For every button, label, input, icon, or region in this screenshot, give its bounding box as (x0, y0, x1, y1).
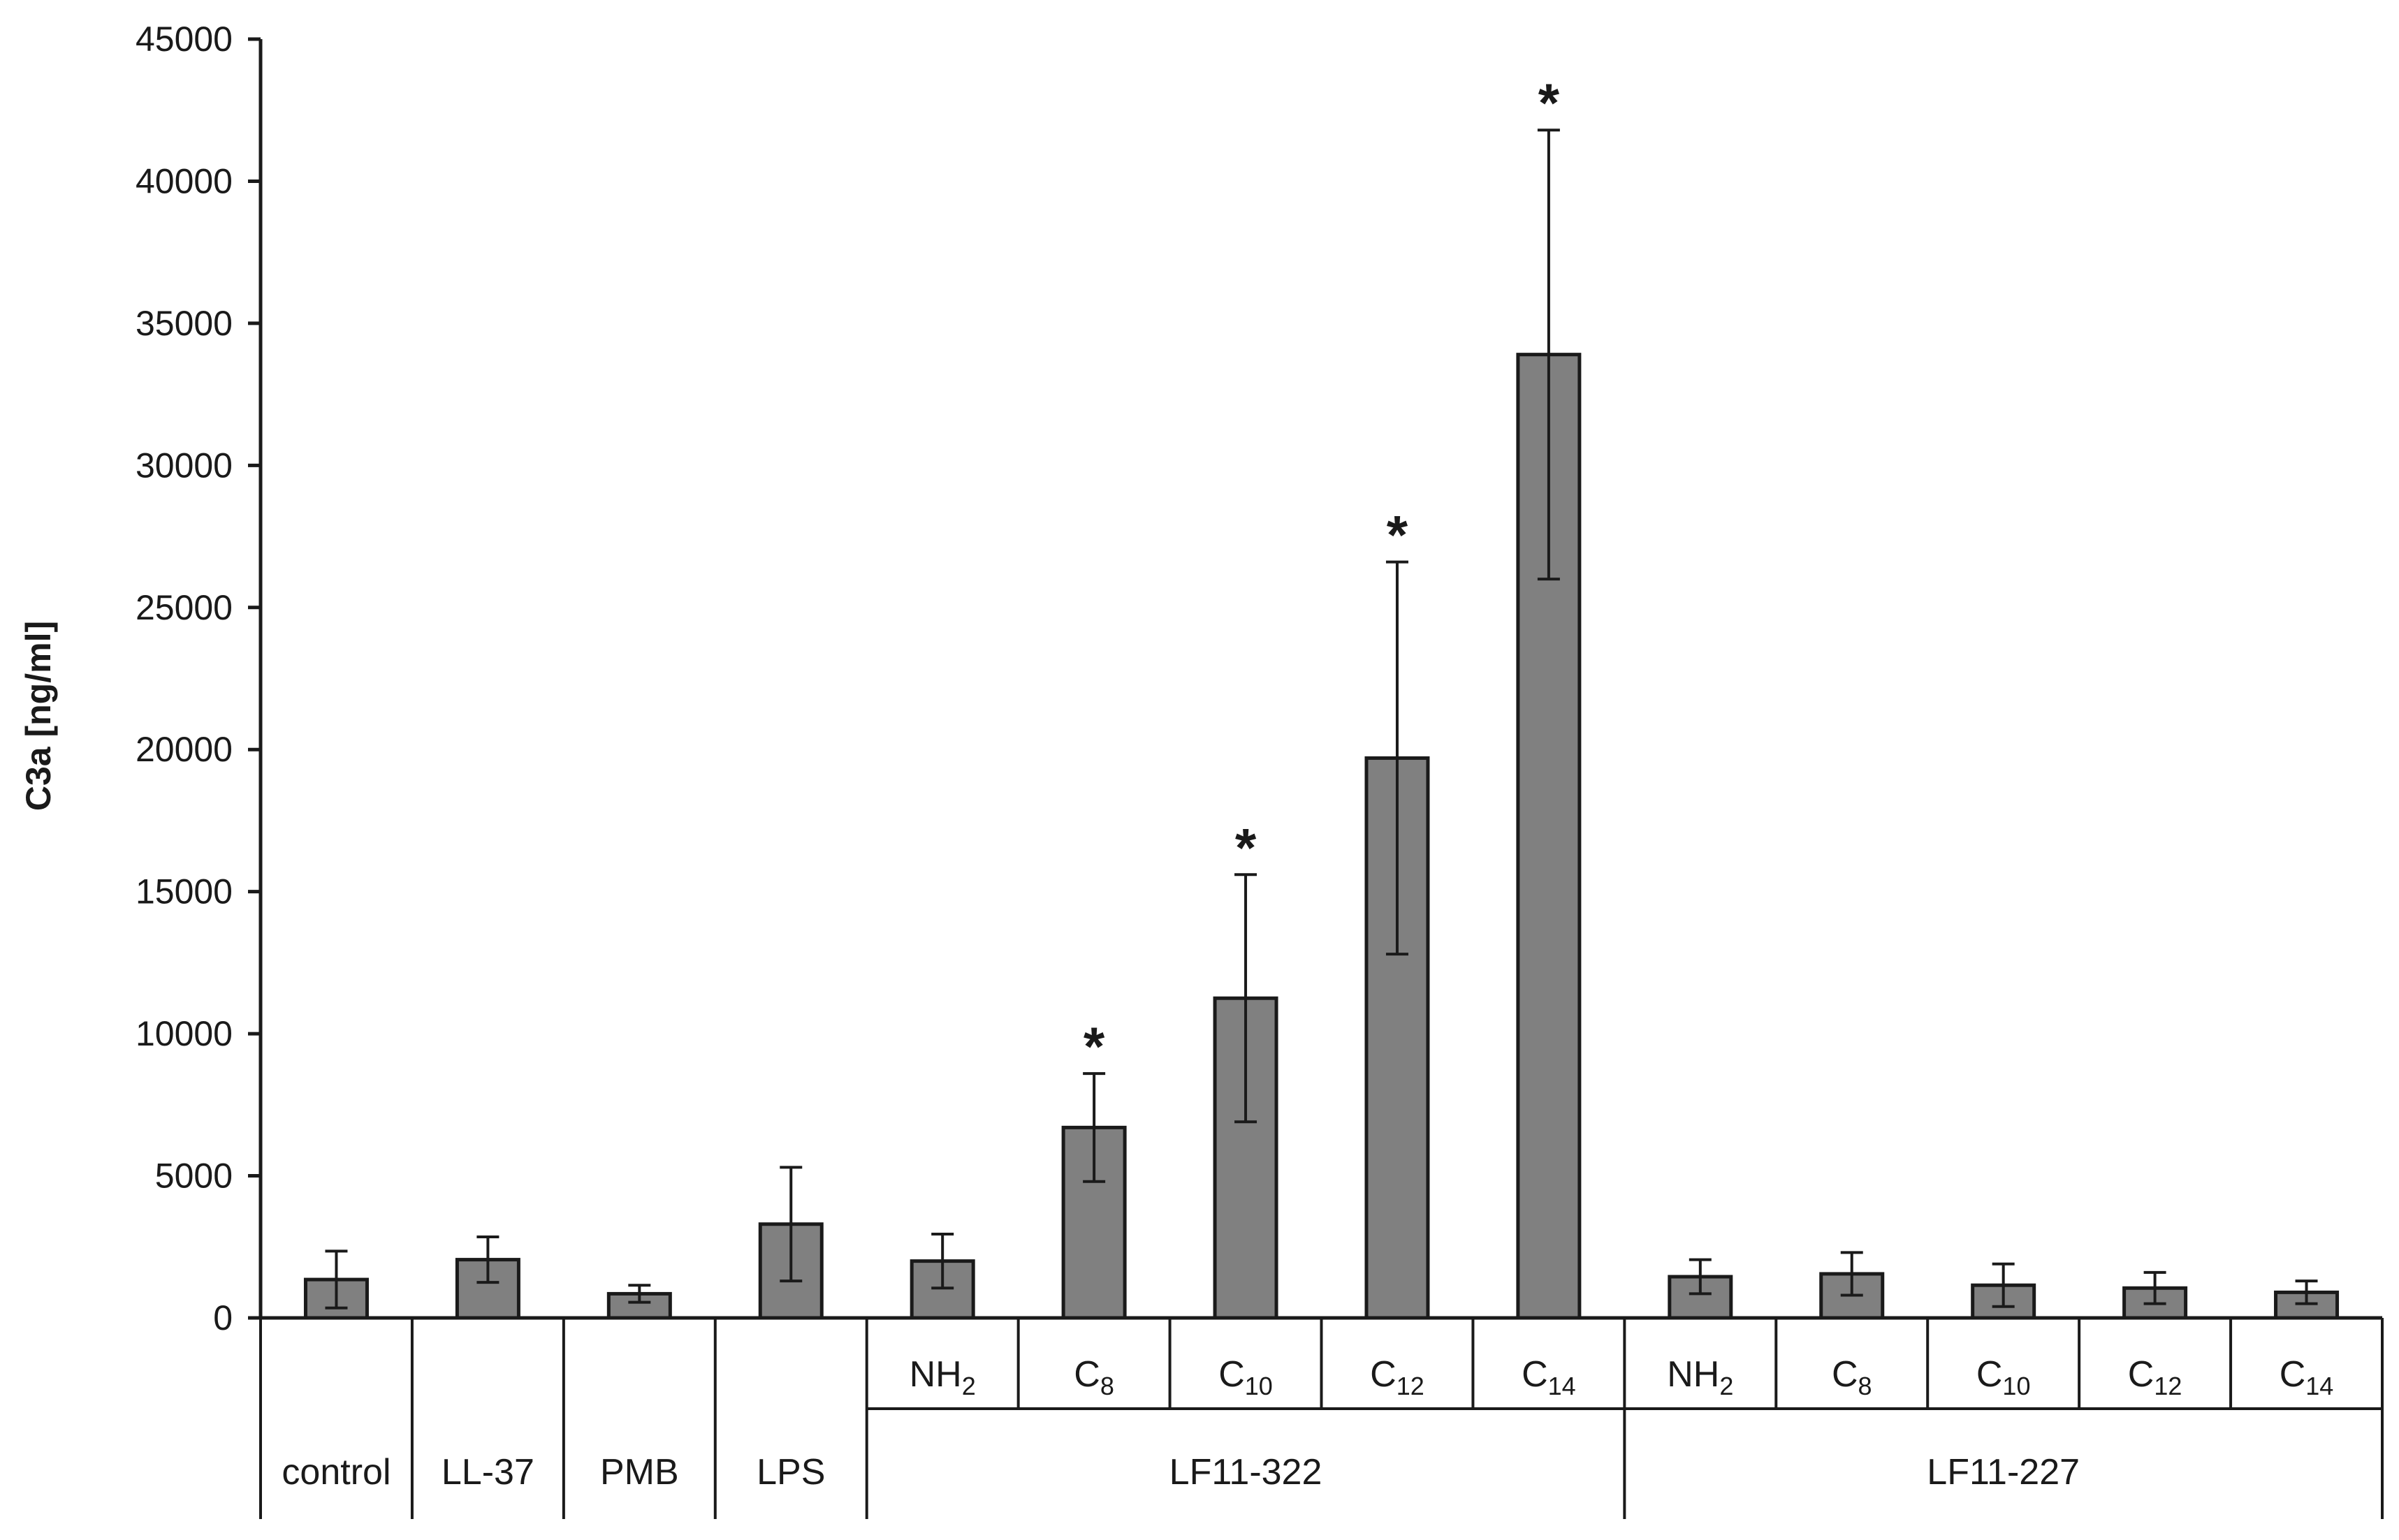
y-tick-label: 35000 (136, 304, 233, 343)
category-label-subscript: 14 (1548, 1372, 1576, 1400)
y-tick-label: 5000 (155, 1157, 233, 1196)
category-table: control LL-37 PMB LPS NH2 C8 C10 C12 C14 NH2 C8 C10… (259, 1318, 2384, 1519)
chart-axes: 0 5000 10000 15000 20000 25000 30000 35000 40000… (136, 20, 2382, 1337)
significance-marker: * (1235, 816, 1257, 878)
y-tick-label: 25000 (136, 588, 233, 627)
group-label: LF11-227 (1927, 1452, 2080, 1493)
category-label: C12 (1370, 1354, 1424, 1400)
category-label: C8 (1832, 1354, 1872, 1400)
category-label-subscript: 2 (962, 1372, 976, 1400)
category-label-subscript: 8 (1100, 1372, 1114, 1400)
y-tick-label: 40000 (136, 161, 233, 200)
y-tick-label: 10000 (136, 1014, 233, 1053)
category-label-subscript: 14 (2305, 1372, 2333, 1400)
category-label: PMB (600, 1452, 679, 1493)
y-tick-label: 45000 (136, 20, 233, 59)
y-tick-label: 0 (213, 1298, 233, 1337)
y-tick-label: 15000 (136, 872, 233, 911)
category-label-subscript: 12 (1397, 1372, 1424, 1400)
y-tick-label: 20000 (136, 730, 233, 769)
y-tick-label: 30000 (136, 446, 233, 485)
category-label-subscript: 10 (2002, 1372, 2030, 1400)
category-label-subscript: 2 (1719, 1372, 1733, 1400)
category-label: C14 (2280, 1354, 2334, 1400)
category-label: C8 (1074, 1354, 1114, 1400)
significance-marker: * (1387, 504, 1408, 566)
category-label-subscript: 8 (1858, 1372, 1872, 1400)
y-axis-label: C3a [ng/ml] (19, 621, 58, 811)
category-label: LL-37 (442, 1452, 534, 1493)
chart-bars: * * * * (303, 72, 2340, 1320)
category-label: LPS (757, 1452, 825, 1493)
significance-marker: * (1538, 72, 1560, 133)
category-label: C12 (2128, 1354, 2182, 1400)
category-label: NH2 (1667, 1354, 1733, 1400)
category-label-subscript: 10 (1245, 1372, 1273, 1400)
category-label: control (282, 1452, 391, 1493)
group-label: LF11-322 (1169, 1452, 1322, 1493)
category-label-subscript: 12 (2154, 1372, 2182, 1400)
category-label: C14 (1522, 1354, 1576, 1400)
category-label: C10 (1218, 1354, 1273, 1400)
category-label: C10 (1976, 1354, 2031, 1400)
significance-marker: * (1084, 1015, 1105, 1077)
category-label: NH2 (910, 1354, 976, 1400)
